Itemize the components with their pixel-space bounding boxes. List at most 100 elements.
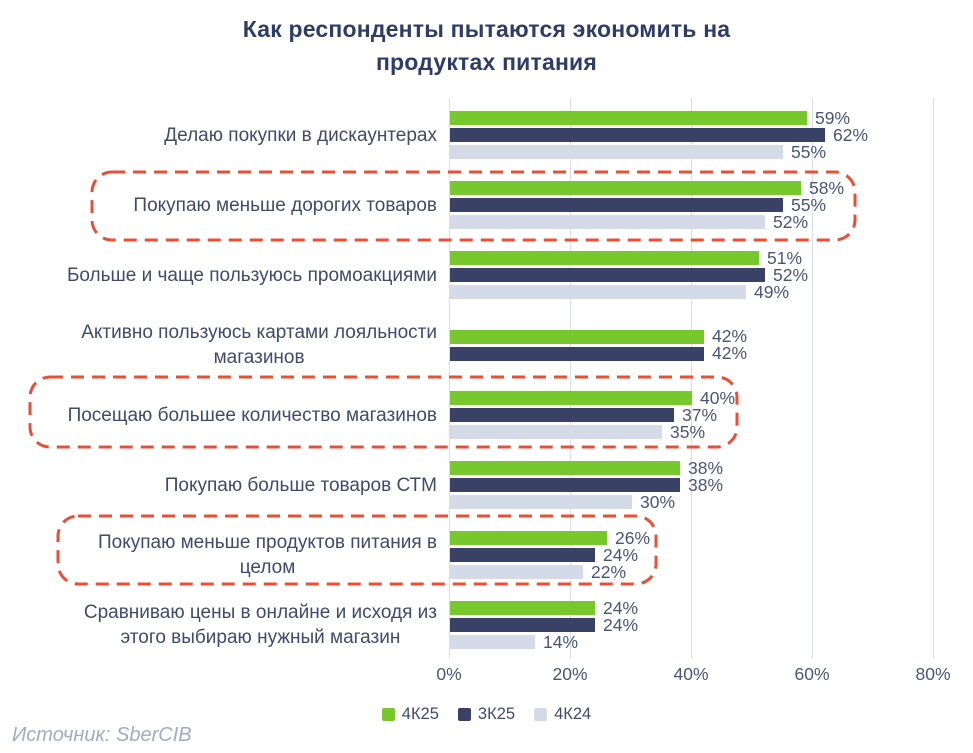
x-tick-label: 80%: [915, 664, 951, 684]
legend-label: 4К25: [401, 705, 439, 723]
x-tick-label: 20%: [552, 664, 588, 684]
bar-line: 58%: [450, 178, 973, 198]
bar-4К25: [450, 391, 692, 405]
x-tick-label: 60%: [794, 664, 830, 684]
bar-3К25: [450, 346, 704, 361]
bar-4К25: [450, 181, 801, 195]
category-label: Посещаю большее количество магазинов: [67, 404, 437, 426]
category-bars: 59% 62% 55%: [450, 108, 973, 162]
category-bars: 58% 55% 52%: [450, 178, 973, 232]
bar-4К25: [450, 251, 759, 265]
legend-swatch: [381, 708, 395, 721]
bar-line: 49%: [450, 282, 973, 302]
category-label: Больше и чаще пользуюсь промоакциями: [66, 264, 437, 286]
bar-line: 62%: [450, 124, 973, 145]
bar-line: 35%: [450, 421, 973, 442]
category-label: Активно пользуюсь картами лояльности маг…: [81, 322, 437, 368]
bar-line: 42%: [450, 343, 973, 363]
chart-rows: Делаю покупки в дискаунтерах 59% 62% 55% Пок…: [0, 100, 973, 660]
bar-value-label: 42%: [712, 326, 748, 346]
legend-swatch: [534, 708, 548, 721]
bar-value-label: 24%: [603, 597, 639, 618]
gridline: [812, 98, 813, 658]
category-label-cell: Сравниваю цены в онлайне и исходя из это…: [0, 600, 450, 650]
bar-4К24: [450, 635, 535, 649]
bar-line: 14%: [450, 631, 973, 652]
category-bars: 38% 38% 30%: [450, 458, 973, 512]
chart-title: Как респонденты пытаются экономить на пр…: [242, 16, 731, 75]
category-row: Покупаю меньше дорогих товаров 58% 55% 52%: [0, 170, 973, 240]
bar-line: 55%: [450, 141, 973, 162]
bar-3К25: [450, 408, 674, 422]
bar-line: 24%: [450, 597, 973, 618]
bar-line: 51%: [450, 248, 973, 268]
bar-value-label: 62%: [833, 124, 869, 145]
category-label: Делаю покупки в дискаунтерах: [164, 124, 437, 146]
bar-line: 52%: [450, 211, 973, 232]
category-row: Сравниваю цены в онлайне и исходя из это…: [0, 590, 973, 660]
bar-4К24: [450, 565, 583, 579]
bar-line: 24%: [450, 545, 973, 565]
bar-value-label: 38%: [688, 474, 724, 495]
bar-3К25: [450, 198, 783, 212]
bar-value-label: 24%: [603, 614, 639, 635]
category-row: Делаю покупки в дискаунтерах 59% 62% 55%: [0, 100, 973, 170]
bar-4К24: [450, 425, 662, 439]
bar-4К25: [450, 461, 680, 475]
category-label: Сравниваю цены в онлайне и исходя из это…: [83, 602, 437, 648]
x-axis-ticks: 0% 20% 40% 60% 80%: [0, 664, 973, 688]
x-tick-label: 40%: [673, 664, 709, 684]
category-bars: 24% 24% 14%: [450, 597, 973, 652]
category-row: Больше и чаще пользуюсь промоакциями 51% 5…: [0, 240, 973, 310]
category-label-cell: Покупаю меньше дорогих товаров: [0, 193, 450, 218]
bar-line: 30%: [450, 492, 973, 512]
bar-line: 26%: [450, 528, 973, 548]
bar-4К25: [450, 531, 607, 545]
bar-value-label: 42%: [712, 343, 748, 363]
category-row: Активно пользуюсь картами лояльности маг…: [0, 310, 973, 380]
bar-line: 24%: [450, 614, 973, 635]
bar-3К25: [450, 548, 595, 562]
category-label-cell: Делаю покупки в дискаунтерах: [0, 123, 450, 148]
legend-swatch: [457, 708, 471, 721]
bar-4К24: [450, 285, 746, 299]
bar-value-label: 55%: [791, 141, 827, 162]
bar-4К24: [450, 215, 765, 229]
bar-4К25: [450, 329, 704, 344]
bar-line: 38%: [450, 458, 973, 478]
category-label: Покупаю меньше дорогих товаров: [133, 194, 437, 216]
category-label-cell: Покупаю меньше продуктов питания в целом: [0, 530, 450, 580]
category-label-cell: Больше и чаще пользуюсь промоакциями: [0, 263, 450, 288]
bar-3К25: [450, 268, 765, 282]
source-note: Источник: SberCIB: [12, 724, 192, 746]
legend-label: 3К25: [477, 705, 516, 723]
category-row: Покупаю больше товаров СТМ 38% 38% 30%: [0, 450, 973, 520]
legend-item: 4К25: [381, 705, 439, 724]
category-row: Покупаю меньше продуктов питания в целом…: [0, 520, 973, 590]
bar-3К25: [450, 618, 595, 632]
legend: 4К25 3К25 4К24: [0, 705, 973, 724]
bar-3К25: [450, 478, 680, 492]
bar-line: 38%: [450, 474, 973, 495]
bar-line: 55%: [450, 195, 973, 215]
bar-4К24: [450, 495, 632, 509]
bar-4К24: [450, 145, 783, 159]
bar-4К25: [450, 111, 807, 125]
category-label: Покупаю больше товаров СТМ: [164, 474, 437, 496]
bar-4К25: [450, 601, 595, 615]
bar-value-label: 22%: [591, 561, 627, 582]
legend-label: 4К24: [554, 705, 592, 723]
bar-value-label: 52%: [773, 211, 809, 232]
category-bars: 42% 42%: [450, 326, 973, 363]
bar-value-label: 14%: [543, 631, 579, 652]
bar-value-label: 35%: [670, 421, 706, 442]
bar-line: 37%: [450, 405, 973, 425]
category-bars: 26% 24% 22%: [450, 528, 973, 582]
bar-line: 22%: [450, 561, 973, 582]
bar-3К25: [450, 128, 825, 142]
bar-line: 42%: [450, 326, 973, 346]
gridline: [933, 98, 934, 658]
bar-line: 52%: [450, 265, 973, 285]
legend-item: 4К24: [534, 705, 591, 724]
